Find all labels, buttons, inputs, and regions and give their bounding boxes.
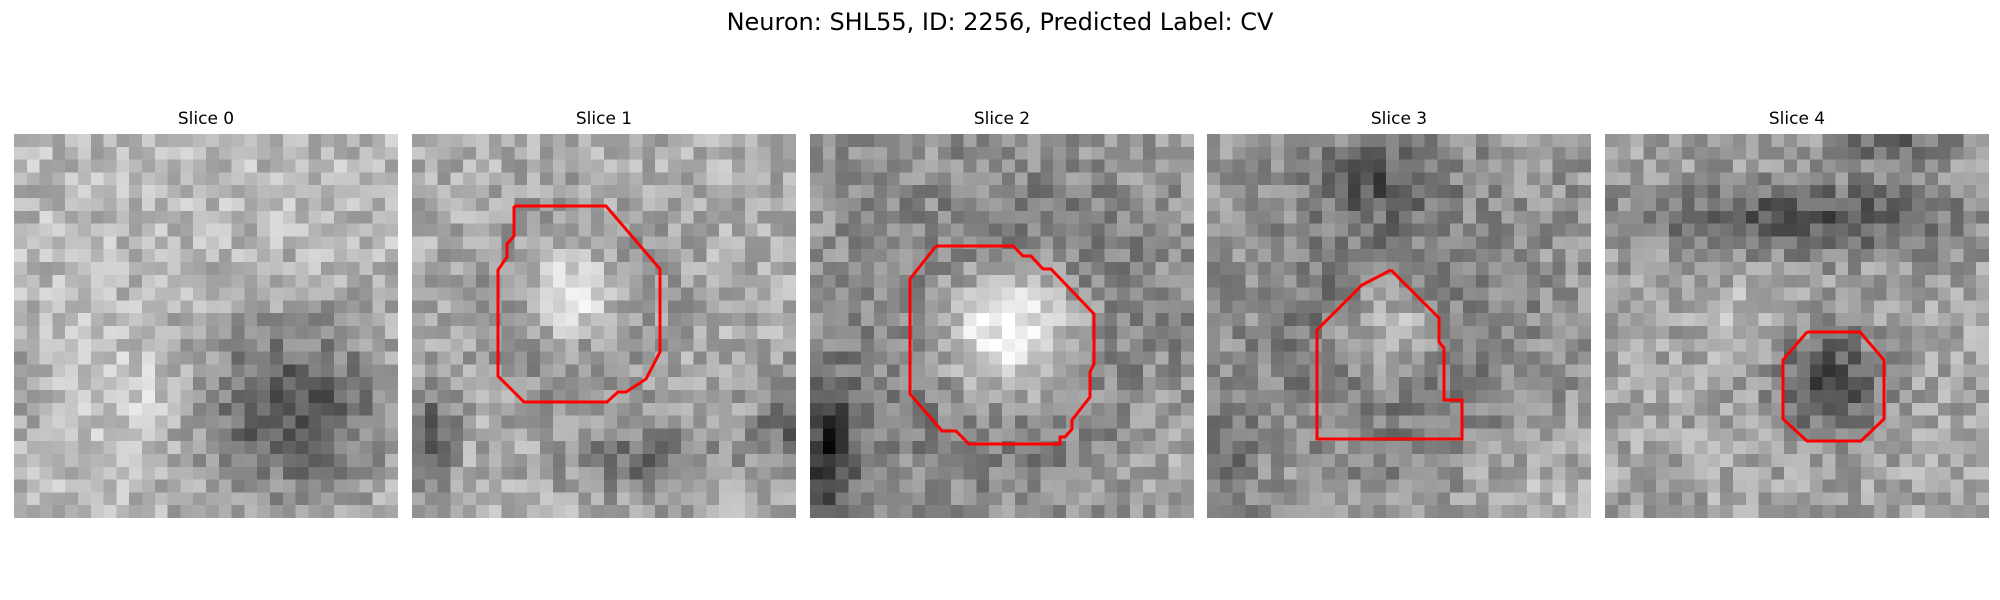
slice-image [14, 134, 398, 518]
slice-panel-2: Slice 2 [810, 108, 1194, 518]
slice-2-grayscale-image [810, 134, 1194, 518]
slice-3-contour [1315, 268, 1464, 441]
slice-image [1605, 134, 1989, 518]
slice-4-grayscale-image [1605, 134, 1989, 518]
slice-panel-1: Slice 1 [412, 108, 796, 518]
slice-image [810, 134, 1194, 518]
slice-panel-4: Slice 4 [1605, 108, 1989, 518]
slice-title: Slice 4 [1768, 109, 1826, 129]
slice-title: Slice 3 [1370, 109, 1428, 129]
slice-3-grayscale-image [1207, 134, 1591, 518]
slice-title: Slice 2 [973, 109, 1031, 129]
slice-2-contour [908, 244, 1096, 446]
slice-1-contour [496, 204, 662, 404]
slice-title: Slice 1 [575, 109, 633, 129]
slice-0-grayscale-image [14, 134, 398, 518]
slice-panel-3: Slice 3 [1207, 108, 1591, 518]
slice-image [1207, 134, 1591, 518]
slice-image [412, 134, 796, 518]
slice-1-grayscale-image [412, 134, 796, 518]
slice-panel-0: Slice 0 [14, 108, 398, 518]
figure-title: Neuron: SHL55, ID: 2256, Predicted Label… [726, 8, 1274, 36]
slice-title: Slice 0 [177, 109, 235, 129]
slice-4-contour [1781, 330, 1886, 443]
